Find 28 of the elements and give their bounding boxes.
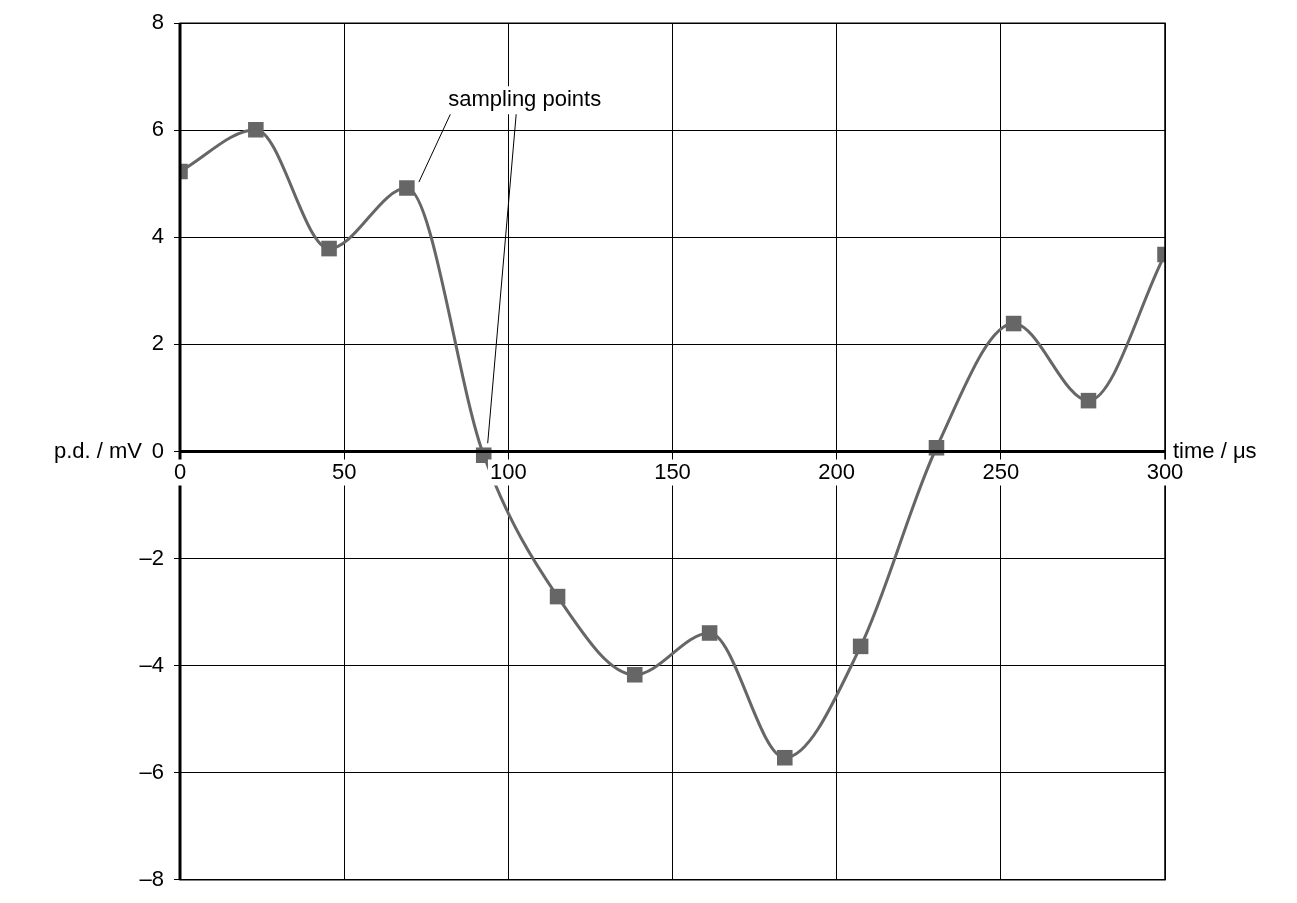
y-tick-label: 0	[151, 437, 164, 463]
point	[1005, 315, 1022, 332]
point	[321, 240, 337, 257]
point	[777, 749, 793, 766]
x-tick-label: 50	[331, 458, 357, 484]
point	[549, 588, 566, 605]
y-tick-label: 6	[151, 116, 164, 142]
x-tick-label: 300	[1146, 458, 1184, 484]
point	[701, 625, 718, 641]
x-tick-label: 100	[489, 458, 527, 484]
x-tick-label: 250	[982, 458, 1020, 484]
annotation: sampling points	[448, 86, 602, 112]
x-tick-label: 150	[654, 458, 691, 484]
y-tick-label: –4	[139, 651, 164, 677]
y-tick-label: –6	[139, 758, 164, 784]
y-tick-label: –2	[139, 544, 164, 570]
y-tick-label: 2	[151, 330, 164, 356]
y-axis-title: p.d. / mV	[53, 437, 143, 463]
point	[852, 638, 869, 655]
point	[626, 666, 643, 683]
x-tick-label: 200	[818, 458, 856, 484]
y-tick-label: 4	[151, 223, 164, 249]
y-tick-label: 8	[151, 9, 164, 35]
point	[248, 121, 264, 138]
point	[399, 180, 415, 196]
y-tick-label: –8	[139, 865, 164, 891]
x-tick-label: 0	[173, 458, 187, 484]
point	[1080, 392, 1097, 409]
